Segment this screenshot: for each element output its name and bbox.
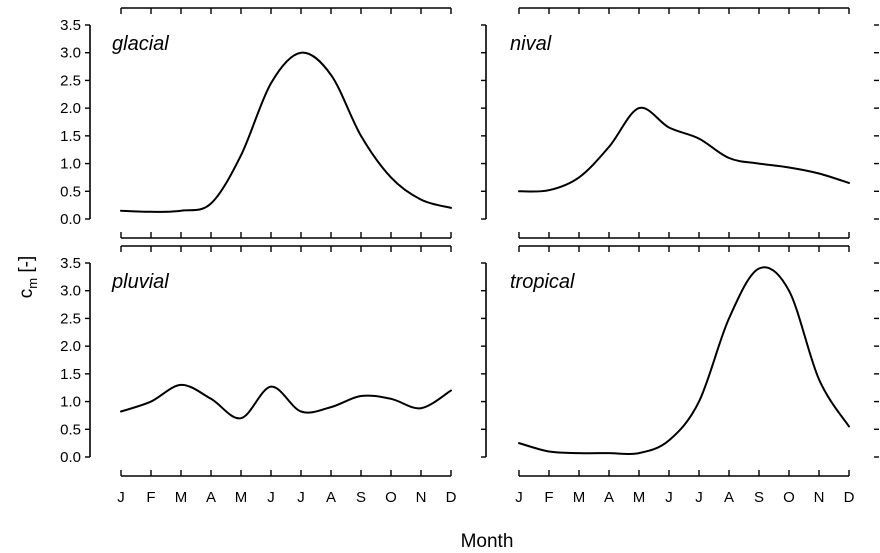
y-tick-label: 0.5 — [60, 183, 81, 200]
y-tick-label: 1.5 — [60, 366, 81, 383]
x-tick-label: M — [175, 489, 188, 506]
y-tick-label: 2.0 — [60, 100, 81, 117]
x-tick-label: J — [267, 489, 275, 506]
x-tick-label: M — [633, 489, 646, 506]
x-tick-label: A — [206, 489, 216, 506]
y-axis-title-unit: [-] — [16, 256, 37, 278]
x-tick-label: S — [754, 489, 764, 506]
series-line-nival — [518, 106, 850, 193]
x-tick-label: D — [844, 489, 855, 506]
x-tick-label: J — [117, 489, 125, 506]
x-tick-label: A — [326, 489, 336, 506]
panel-title: pluvial — [111, 271, 169, 293]
y-tick-label: 1.0 — [60, 394, 81, 411]
x-tick-label: N — [814, 489, 825, 506]
x-tick-label: A — [604, 489, 614, 506]
panel-pluvial: 0.0 0.5 1.0 1.5 2.0 2.5 3.0 3.5 J F M A M J J A S O N Dpluv… — [60, 245, 457, 506]
x-axis-title: Month — [461, 531, 514, 552]
y-tick-label: 0.0 — [60, 449, 81, 466]
panel-title: tropical — [510, 271, 575, 293]
y-tick-label: 1.5 — [60, 128, 81, 145]
y-tick-label: 0.5 — [60, 421, 81, 438]
y-tick-label: 3.0 — [60, 283, 81, 300]
x-tick-label: N — [416, 489, 427, 506]
x-tick-label: M — [235, 489, 248, 506]
y-tick-label: 0.0 — [60, 211, 81, 228]
y-axis-title-main: c — [16, 289, 37, 299]
x-tick-label: J — [695, 489, 703, 506]
x-tick-label: F — [544, 489, 553, 506]
x-tick-label: O — [385, 489, 397, 506]
x-tick-label: M — [573, 489, 586, 506]
y-tick-label: 3.5 — [60, 17, 81, 34]
y-tick-label: 3.5 — [60, 255, 81, 272]
panel-title: glacial — [112, 33, 169, 55]
x-tick-label: J — [515, 489, 523, 506]
panel-title: nival — [510, 33, 552, 55]
y-axis-title: cm [-] — [16, 256, 40, 299]
x-tick-label: J — [665, 489, 673, 506]
y-tick-label: 2.5 — [60, 72, 81, 89]
y-tick-label: 2.5 — [60, 310, 81, 327]
x-tick-label: O — [783, 489, 795, 506]
series-line-tropical — [518, 266, 850, 456]
y-tick-label: 3.0 — [60, 45, 81, 62]
x-tick-label: J — [297, 489, 305, 506]
series-line-pluvial — [120, 383, 452, 420]
x-tick-label: D — [446, 489, 457, 506]
y-tick-label: 2.0 — [60, 338, 81, 355]
panel-glacial: 0.0 0.5 1.0 1.5 2.0 2.5 3.0 3.5 glacial — [60, 7, 452, 239]
series-line-glacial — [120, 51, 452, 213]
panel-nival: nival — [481, 7, 879, 239]
y-axis-title-subscript: m — [25, 278, 40, 289]
x-tick-label: S — [356, 489, 366, 506]
y-tick-label: 1.0 — [60, 156, 81, 173]
x-tick-label: F — [146, 489, 155, 506]
x-tick-label: A — [724, 489, 734, 506]
